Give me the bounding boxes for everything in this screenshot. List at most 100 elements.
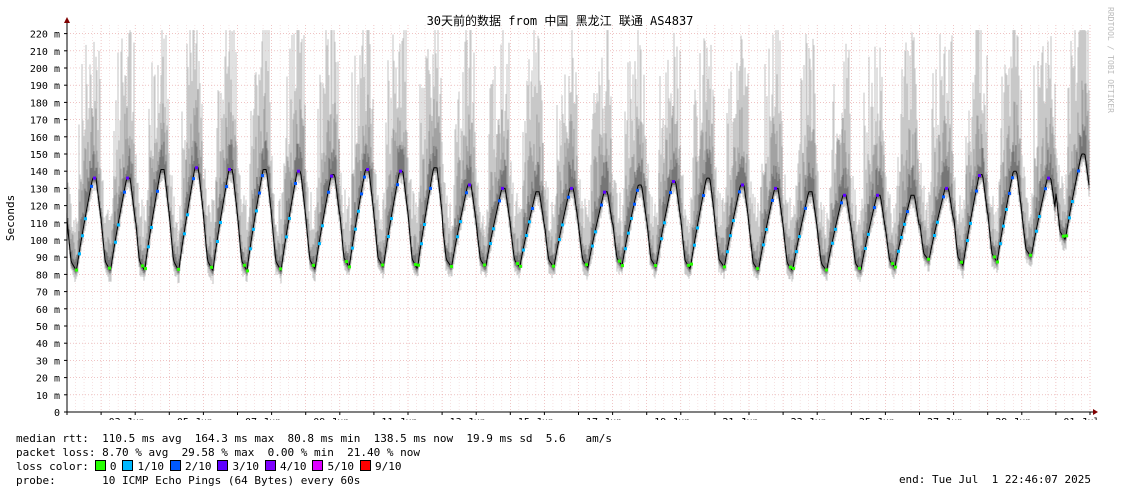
x-tick-label: 05 Jun [177,417,213,420]
loss-mark [621,264,624,268]
loss-mark [978,174,981,178]
loss-mark [381,263,384,267]
loss-mark [999,242,1002,246]
loss-mark [345,260,348,264]
loss-mark [156,189,159,193]
loss-mark [738,190,741,194]
x-tick-label: 01 Jul [1063,417,1099,420]
loss-mark [585,263,588,267]
loss-mark [891,262,894,266]
loss-mark [195,166,198,170]
x-tick-label: 23 Jun [791,417,827,420]
x-tick-label: 21 Jun [722,417,758,420]
loss-label-0: 0 [109,460,117,473]
x-tick-label: 13 Jun [450,417,486,420]
loss-mark [702,194,705,198]
loss-label-5: 5/10 [327,460,354,473]
loss-mark [771,198,774,202]
loss-mark [1038,215,1041,219]
loss-mark [693,243,696,247]
loss-mark [126,176,129,180]
loss-mark [900,235,903,239]
loss-mark [363,175,366,179]
loss-mark [561,223,564,227]
y-tick-label: 100 m [30,236,60,247]
loss-mark [831,241,834,245]
loss-mark [1029,253,1032,257]
loss-mark [873,206,876,210]
loss-mark [93,176,96,180]
loss-mark [228,167,231,171]
loss-swatch-1 [122,460,134,471]
y-tick-label: 130 m [30,184,60,195]
loss-mark [297,169,300,173]
y-tick-label: 120 m [30,202,60,213]
y-tick-label: 180 m [30,98,60,109]
loss-color-marks [75,166,1080,273]
x-axis-arrow [1093,409,1098,415]
loss-mark [1035,229,1038,233]
loss-mark [570,186,573,190]
x-tick-label: 29 Jun [995,417,1031,420]
loss-mark [90,184,93,188]
loss-mark [492,227,495,231]
stats-median-rtt: median rtt: 110.5 ms avg 164.3 ms max 80… [16,432,613,445]
loss-mark [567,195,570,199]
loss-mark [147,245,150,249]
loss-swatch-4 [264,460,276,471]
y-axis-label: Seconds [4,195,17,241]
loss-mark [360,192,363,196]
loss-mark [366,167,369,171]
loss-mark [1005,207,1008,211]
y-tick-label: 80 m [36,270,60,281]
loss-mark [312,263,315,267]
y-tick-label: 200 m [30,64,60,75]
loss-mark [1047,176,1050,180]
loss-mark [285,235,288,239]
loss-mark [729,234,732,238]
loss-mark [219,220,222,224]
loss-mark [966,239,969,243]
loss-mark [456,235,459,239]
loss-mark [933,234,936,238]
loss-mark [243,263,246,267]
y-tick-label: 110 m [30,219,60,230]
loss-mark [387,234,390,238]
loss-mark [417,263,420,267]
loss-mark [1008,191,1011,195]
loss-mark [78,252,81,256]
loss-mark [591,244,594,248]
loss-mark [177,267,180,271]
loss-mark [867,232,870,236]
loss-mark [357,209,360,213]
loss-mark [108,266,111,270]
loss-mark [252,227,255,231]
y-tick-label: 30 m [36,356,60,367]
loss-mark [552,264,555,268]
loss-mark [897,249,900,253]
loss-mark [594,230,597,234]
loss-mark [876,193,879,197]
loss-mark [906,210,909,214]
loss-mark [501,186,504,190]
loss-mark [927,257,930,261]
loss-mark [945,186,948,190]
stats-probe: probe: 10 ICMP Echo Pings (64 Bytes) eve… [16,474,361,487]
loss-mark [465,191,468,195]
loss-mark [321,224,324,228]
loss-mark [498,199,501,203]
loss-mark [144,267,147,271]
loss-mark [969,221,972,225]
x-tick-label: 09 Jun [313,417,349,420]
loss-mark [789,265,792,269]
loss-mark [864,247,867,251]
loss-mark [765,228,768,232]
loss-color-legend: loss color: 0 1/10 2/10 3/10 4/10 5/10 9/10 [16,460,401,473]
x-tick-label: 07 Jun [245,417,281,420]
median-line [66,153,1090,273]
loss-mark [516,262,519,266]
loss-mark [762,243,765,247]
x-tick-label: 15 Jun [518,417,554,420]
loss-mark [450,265,453,269]
